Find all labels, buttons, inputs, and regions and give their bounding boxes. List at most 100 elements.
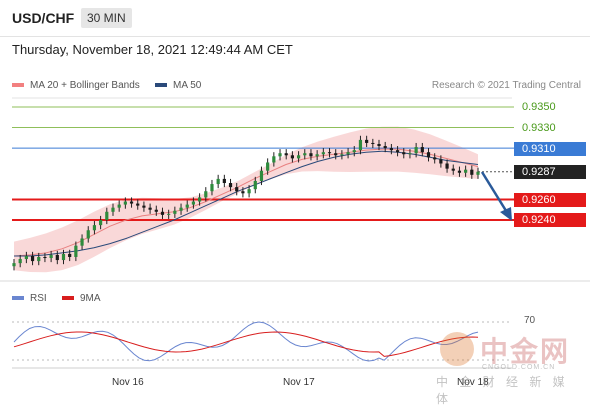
legend-ma20: MA 20 + Bollinger Bands bbox=[12, 80, 140, 91]
candle-body bbox=[43, 256, 47, 259]
candle-body bbox=[61, 253, 66, 261]
candle-body bbox=[241, 191, 245, 194]
watermark-sub: 中 金 财 经 新 媒 体 bbox=[436, 375, 569, 406]
candle-body bbox=[303, 153, 307, 156]
candle-body bbox=[49, 254, 53, 259]
candle-body bbox=[24, 255, 28, 260]
candle-body bbox=[272, 156, 276, 163]
level-label-0.9350: 0.9350 bbox=[522, 101, 556, 113]
candle-body bbox=[340, 154, 344, 156]
candle-body bbox=[99, 220, 103, 226]
watermark-en: CNGOLD.COM.CN bbox=[482, 364, 556, 371]
candle-body bbox=[18, 259, 22, 264]
ma9-legend-label: 9MA bbox=[80, 293, 101, 304]
rsi-level-70: 70 bbox=[524, 315, 536, 326]
candle-body bbox=[92, 225, 97, 231]
candle-body bbox=[420, 147, 424, 153]
candle-body bbox=[377, 143, 381, 147]
candle-body bbox=[179, 207, 183, 211]
candle-body bbox=[111, 207, 115, 212]
candle-body bbox=[80, 238, 84, 246]
legend-ma50: MA 50 bbox=[155, 80, 201, 91]
candle-body bbox=[433, 157, 437, 160]
candle-body bbox=[395, 150, 400, 153]
candle-body bbox=[278, 153, 282, 157]
candle-body bbox=[129, 201, 134, 204]
candle-body bbox=[383, 146, 387, 149]
ma20-line bbox=[13, 148, 479, 257]
candle-body bbox=[185, 204, 189, 208]
x-tick-nov18: Nov 18 bbox=[457, 377, 489, 388]
currency-pair-title: USD/CHF bbox=[12, 10, 75, 26]
candle-body bbox=[68, 253, 72, 257]
candle-body bbox=[321, 152, 325, 155]
candle-body bbox=[55, 254, 59, 261]
candle-body bbox=[148, 207, 152, 210]
candle-body bbox=[315, 154, 319, 157]
candle-body bbox=[371, 142, 375, 144]
candle-body bbox=[334, 153, 338, 156]
candle-body bbox=[457, 170, 462, 173]
candle-body bbox=[309, 153, 313, 157]
candle-body bbox=[346, 152, 350, 155]
candle-body bbox=[266, 162, 270, 171]
forecast-arrow-shaft bbox=[480, 171, 510, 215]
candle-body bbox=[402, 152, 406, 155]
candle-body bbox=[136, 203, 140, 206]
candle-body bbox=[228, 183, 233, 188]
candle-body bbox=[222, 178, 226, 184]
watermark-cn: 中金网 bbox=[480, 336, 571, 367]
level-label-0.9287: 0.9287 bbox=[514, 165, 586, 179]
candle-body bbox=[123, 201, 127, 205]
credit-text: Research © 2021 Trading Central bbox=[431, 80, 581, 91]
x-tick-nov17: Nov 17 bbox=[283, 377, 315, 388]
candle-body bbox=[86, 230, 90, 239]
candle-body bbox=[210, 184, 214, 192]
candle-body bbox=[253, 180, 257, 190]
ma50-swatch bbox=[155, 83, 167, 88]
candle-body bbox=[74, 245, 78, 257]
legend-9ma: 9MA bbox=[62, 293, 101, 304]
candle-body bbox=[414, 147, 418, 154]
level-label-0.9330: 0.9330 bbox=[522, 122, 556, 134]
rsi-line bbox=[13, 321, 479, 362]
level-label-0.9240: 0.9240 bbox=[514, 213, 586, 227]
rsi-legend-label: RSI bbox=[30, 293, 47, 304]
candle-body bbox=[445, 163, 449, 169]
candle-body bbox=[290, 155, 294, 159]
candle-body bbox=[160, 211, 165, 215]
candle-body bbox=[37, 256, 41, 262]
candle-body bbox=[12, 263, 16, 267]
ma20-swatch bbox=[12, 83, 24, 88]
level-label-0.9310: 0.9310 bbox=[514, 142, 586, 156]
candle-body bbox=[247, 189, 251, 194]
candle-body bbox=[365, 139, 369, 143]
candle-body bbox=[259, 170, 264, 181]
bollinger-band bbox=[14, 126, 478, 273]
candle-body bbox=[30, 255, 35, 262]
candle-body bbox=[439, 159, 443, 164]
candle-body bbox=[154, 209, 158, 212]
watermark-logo-icon bbox=[440, 332, 474, 366]
candle-body bbox=[352, 150, 356, 153]
rsi-9ma-line bbox=[13, 331, 479, 357]
ma9-swatch bbox=[62, 296, 74, 301]
chart-header: USD/CHF 30 MIN bbox=[0, 0, 590, 37]
level-label-0.9260: 0.9260 bbox=[514, 193, 586, 207]
candle-body bbox=[204, 191, 208, 198]
candle-body bbox=[327, 152, 332, 154]
candle-body bbox=[105, 211, 109, 220]
candle-body bbox=[426, 152, 431, 158]
candle-body bbox=[167, 213, 171, 215]
candle-body bbox=[464, 169, 468, 173]
datetime-label: Thursday, November 18, 2021 12:49:44 AM … bbox=[12, 42, 293, 57]
candle-body bbox=[451, 168, 455, 171]
candle-body bbox=[198, 197, 202, 202]
ma50-legend-label: MA 50 bbox=[173, 80, 202, 91]
timeframe-button[interactable]: 30 MIN bbox=[81, 8, 132, 28]
ma50-line bbox=[14, 150, 479, 257]
candle-body bbox=[173, 210, 177, 214]
ma20-legend-label: MA 20 + Bollinger Bands bbox=[30, 80, 140, 91]
candle-body bbox=[470, 169, 474, 175]
candle-body bbox=[216, 178, 220, 185]
